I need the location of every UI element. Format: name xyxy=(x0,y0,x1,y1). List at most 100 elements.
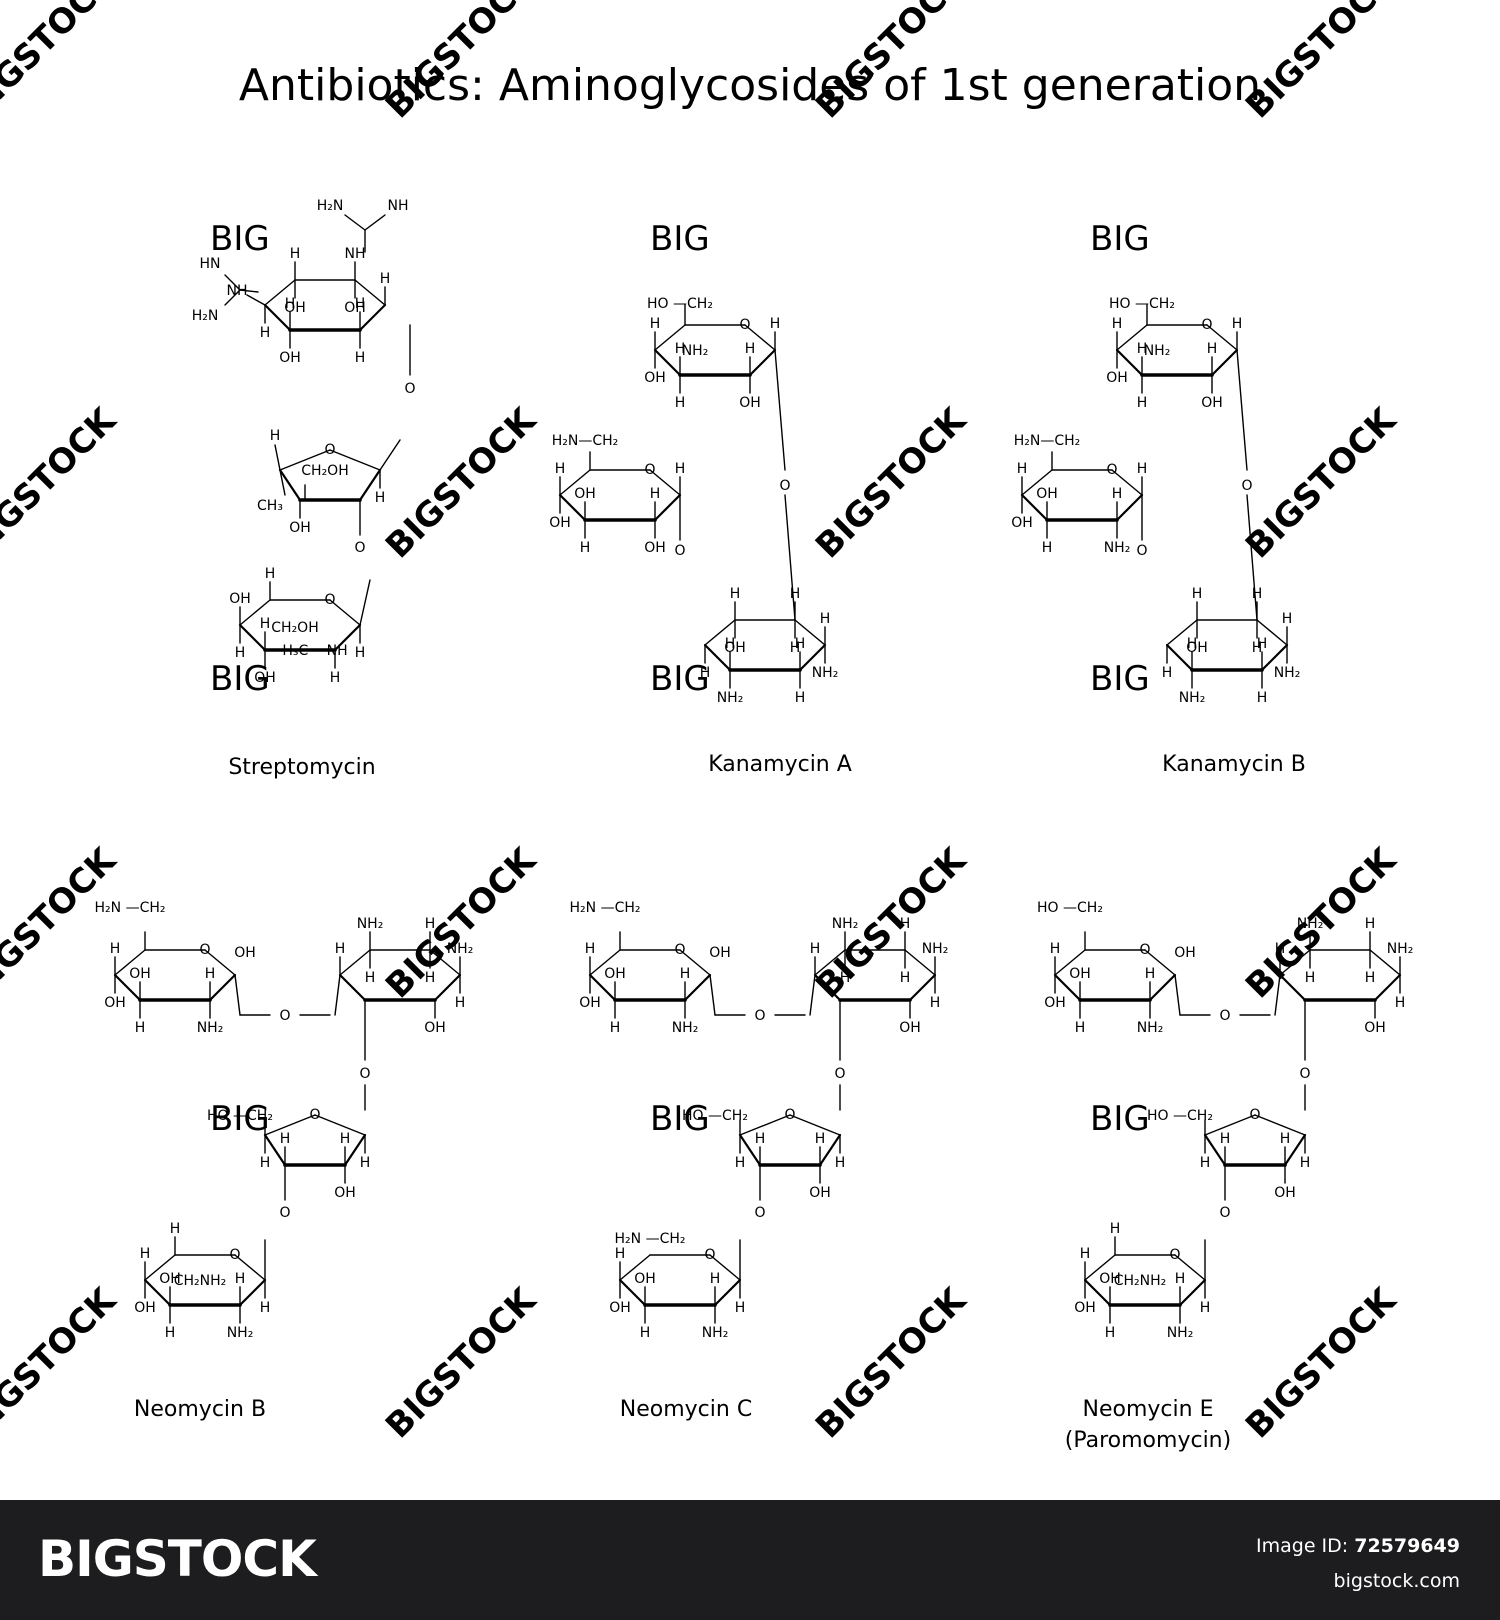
svg-text:H: H xyxy=(235,1271,246,1287)
svg-text:H: H xyxy=(680,966,691,982)
svg-text:H: H xyxy=(1200,1300,1211,1316)
svg-text:H: H xyxy=(380,271,391,287)
svg-text:H: H xyxy=(580,540,591,556)
svg-text:H: H xyxy=(1200,1155,1211,1171)
watermark-bigstock: BIGSTOCK xyxy=(808,399,975,566)
svg-text:OH: OH xyxy=(1274,1185,1296,1201)
svg-text:O: O xyxy=(779,478,790,494)
svg-text:O: O xyxy=(834,1066,845,1082)
svg-text:H₂N—CH₂: H₂N—CH₂ xyxy=(552,433,619,449)
svg-text:H: H xyxy=(650,316,661,332)
svg-text:H: H xyxy=(260,1300,271,1316)
svg-text:H: H xyxy=(1137,461,1148,477)
svg-text:NH₂: NH₂ xyxy=(1179,690,1206,706)
svg-text:H: H xyxy=(810,941,821,957)
svg-text:H: H xyxy=(930,995,941,1011)
svg-text:O: O xyxy=(324,442,335,458)
svg-text:OH: OH xyxy=(229,591,251,607)
svg-text:NH₂: NH₂ xyxy=(1144,343,1171,359)
svg-text:H: H xyxy=(330,670,341,686)
svg-text:H: H xyxy=(840,970,851,986)
svg-text:H: H xyxy=(260,1155,271,1171)
svg-text:H: H xyxy=(375,490,386,506)
svg-text:H: H xyxy=(360,1155,371,1171)
svg-text:H: H xyxy=(1280,1131,1291,1147)
watermark-bigstock: BIGSTOCK xyxy=(1238,399,1405,566)
svg-text:OH: OH xyxy=(1099,1271,1121,1287)
watermark-bigstock: BIGSTOCK xyxy=(808,0,975,126)
svg-text:H₂N: H₂N xyxy=(192,308,219,324)
svg-text:H: H xyxy=(110,941,121,957)
svg-text:H: H xyxy=(1175,1271,1186,1287)
svg-text:OH: OH xyxy=(1074,1300,1096,1316)
svg-text:NH₂: NH₂ xyxy=(197,1020,224,1036)
svg-text:OH: OH xyxy=(1106,370,1128,386)
svg-text:H: H xyxy=(170,1221,181,1237)
svg-text:H₃C —NH: H₃C —NH xyxy=(282,643,347,659)
svg-text:O: O xyxy=(279,1205,290,1221)
svg-text:H: H xyxy=(1282,611,1293,627)
image-id-value: 72579649 xyxy=(1354,1535,1460,1557)
svg-text:H: H xyxy=(615,1246,626,1262)
svg-text:H: H xyxy=(135,1020,146,1036)
svg-text:H: H xyxy=(650,486,661,502)
svg-text:H: H xyxy=(290,246,301,262)
svg-text:OH: OH xyxy=(604,966,626,982)
watermark-big: BIG xyxy=(1090,659,1150,699)
kanamycin-a-structure: OHO —CH₂HOHHHHOHHNH₂OOH₂N—CH₂HOHOHHHOHHO… xyxy=(549,296,838,706)
svg-text:HO —CH₂: HO —CH₂ xyxy=(682,1108,748,1124)
svg-text:O: O xyxy=(1136,543,1147,559)
svg-text:O: O xyxy=(644,462,655,478)
svg-text:OH: OH xyxy=(709,945,731,961)
svg-text:O: O xyxy=(199,942,210,958)
svg-text:O: O xyxy=(1299,1066,1310,1082)
svg-text:OH: OH xyxy=(1174,945,1196,961)
svg-text:OH: OH xyxy=(644,540,666,556)
svg-text:H: H xyxy=(455,995,466,1011)
svg-text:H: H xyxy=(355,296,366,312)
svg-text:H: H xyxy=(1080,1246,1091,1262)
svg-text:H: H xyxy=(1105,1325,1116,1341)
watermark-big: BIG xyxy=(210,1099,270,1139)
site-link[interactable]: bigstock.com xyxy=(1333,1570,1460,1592)
brand-logo: BIGSTOCK xyxy=(38,1530,317,1588)
svg-text:HN: HN xyxy=(200,256,221,272)
svg-text:OH: OH xyxy=(1364,1020,1386,1036)
svg-text:OH: OH xyxy=(1201,395,1223,411)
svg-text:H: H xyxy=(165,1325,176,1341)
svg-text:H: H xyxy=(700,665,711,681)
svg-text:HO —CH₂: HO —CH₂ xyxy=(1147,1108,1213,1124)
svg-text:OH: OH xyxy=(254,670,276,686)
svg-text:NH₂: NH₂ xyxy=(682,343,709,359)
svg-text:H: H xyxy=(1075,1020,1086,1036)
svg-text:H: H xyxy=(1300,1155,1311,1171)
compound-name-kanamycin-a: Kanamycin A xyxy=(708,752,852,777)
svg-text:H: H xyxy=(790,586,801,602)
svg-text:H: H xyxy=(1112,316,1123,332)
watermark-layer: BIG BIG BIG BIG BIG BIG BIG BIG BIG BIGSTOCK BIGST… xyxy=(0,0,1405,1446)
svg-text:H: H xyxy=(770,316,781,332)
svg-text:NH₂: NH₂ xyxy=(672,1020,699,1036)
svg-text:O: O xyxy=(1106,462,1117,478)
svg-text:H: H xyxy=(675,341,686,357)
svg-text:NH₂: NH₂ xyxy=(812,665,839,681)
svg-text:H: H xyxy=(640,1325,651,1341)
svg-text:OH: OH xyxy=(1044,995,1066,1011)
svg-text:OH: OH xyxy=(739,395,761,411)
svg-text:O: O xyxy=(1139,942,1150,958)
svg-text:CH₃: CH₃ xyxy=(257,498,283,514)
svg-text:H: H xyxy=(1257,636,1268,652)
compound-name-neomycin-b: Neomycin B xyxy=(133,1397,267,1422)
svg-text:H: H xyxy=(725,636,736,652)
watermark-bigstock: BIGSTOCK xyxy=(808,1279,975,1446)
svg-text:OH: OH xyxy=(644,370,666,386)
svg-text:H: H xyxy=(1365,916,1376,932)
svg-text:H: H xyxy=(675,395,686,411)
svg-text:O: O xyxy=(309,1107,320,1123)
svg-text:O: O xyxy=(1201,317,1212,333)
svg-text:O: O xyxy=(754,1205,765,1221)
svg-text:O: O xyxy=(279,1008,290,1024)
page-title: Antibiotics: Aminoglycosides of 1st gene… xyxy=(238,60,1262,111)
